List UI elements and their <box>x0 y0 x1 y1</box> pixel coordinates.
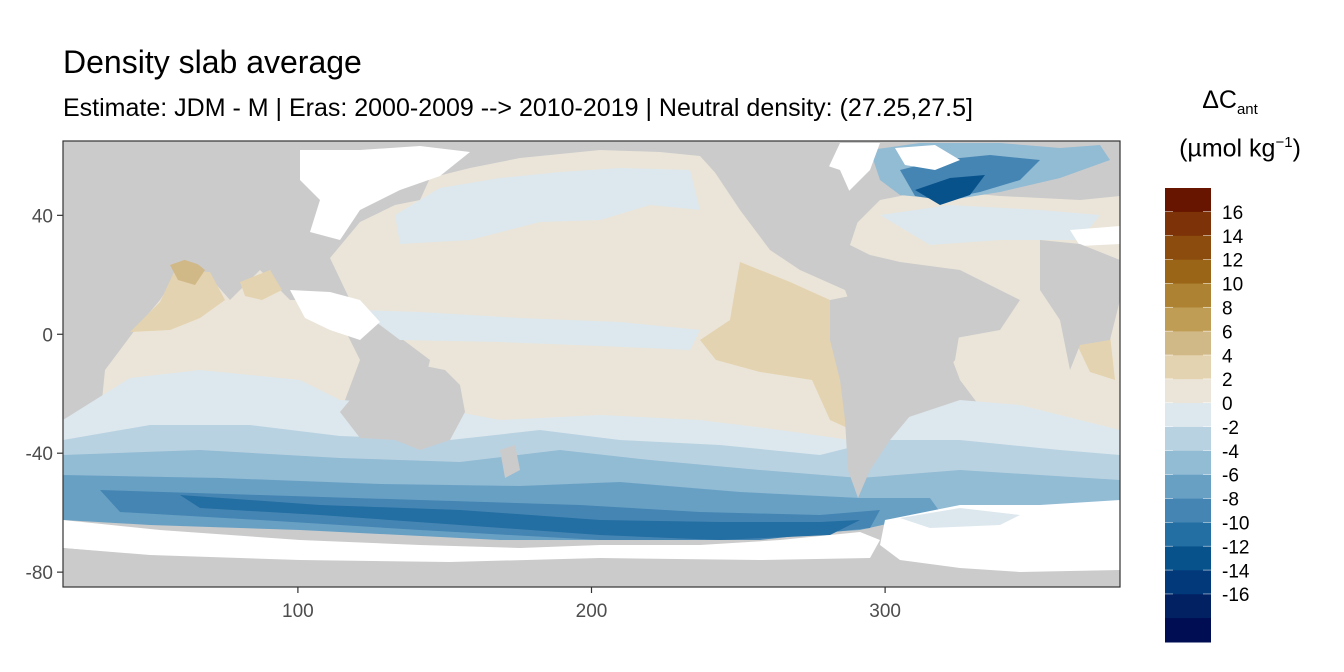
legend-swatch <box>1165 235 1211 261</box>
legend-swatch <box>1165 426 1211 452</box>
legend-swatch <box>1165 474 1211 500</box>
land-antarctica <box>63 548 1120 587</box>
legend-swatch <box>1165 355 1211 380</box>
ocean-neg2-northatlantic <box>880 205 1100 245</box>
legend-unit-sup: −1 <box>1275 134 1293 151</box>
legend-swatch <box>1165 570 1211 595</box>
legend-swatch <box>1165 283 1211 308</box>
legend-label: 6 <box>1222 322 1233 343</box>
plot-title: Density slab average <box>63 44 362 80</box>
y-tick-label: -40 <box>26 444 53 465</box>
land-south-america <box>830 290 960 498</box>
land-asia <box>63 141 300 278</box>
nodata-antarctic-shelf <box>63 520 880 562</box>
land-new-zealand <box>500 445 520 478</box>
ocean-positive-eastpacific <box>700 262 852 430</box>
legend-label: -4 <box>1222 442 1239 463</box>
x-tick-label: 300 <box>869 601 901 622</box>
ocean-labrador-dark <box>915 175 985 205</box>
legend-swatch <box>1165 331 1211 356</box>
nodata-greenland-gap <box>895 145 960 170</box>
legend-swatch <box>1165 188 1211 213</box>
legend-label: 14 <box>1222 227 1244 248</box>
ocean-neg2-equatorial <box>360 310 700 350</box>
y-tick-label: 40 <box>32 206 53 227</box>
legend-label: 4 <box>1222 346 1233 367</box>
ocean-positive-arabian <box>130 270 225 332</box>
ocean-positive-gulf <box>170 258 205 285</box>
legend-label: -16 <box>1222 585 1249 606</box>
legend-label: -10 <box>1222 514 1249 535</box>
legend-label: 16 <box>1222 203 1243 224</box>
ocean-weddell-light <box>900 508 1020 528</box>
legend-label: 10 <box>1222 275 1243 296</box>
y-tick-label: 0 <box>42 325 53 346</box>
legend-label: -8 <box>1222 490 1239 511</box>
legend-swatch <box>1165 522 1211 547</box>
legend-label: -12 <box>1222 537 1249 558</box>
legend-label: 8 <box>1222 298 1233 319</box>
legend-swatch <box>1165 498 1211 524</box>
nodata-mediterranean <box>1070 226 1120 246</box>
legend-symbol-sub: ant <box>1236 101 1258 118</box>
x-tick-label: 100 <box>282 601 314 622</box>
land-australia <box>340 365 465 450</box>
legend-swatch <box>1165 211 1211 237</box>
land-north-america <box>700 150 860 270</box>
legend-swatch <box>1165 259 1211 285</box>
ocean-positive-bengal <box>240 270 282 300</box>
legend-swatch <box>1165 379 1211 404</box>
legend-label: 0 <box>1222 394 1233 415</box>
plot-subtitle: Estimate: JDM - M | Eras: 2000-2009 --> … <box>63 94 973 122</box>
legend-swatch <box>1165 594 1211 619</box>
legend-label: 2 <box>1222 370 1233 391</box>
legend-symbol: ΔC <box>1202 86 1237 114</box>
y-tick-label: -80 <box>26 563 53 584</box>
nodata-north-asia <box>300 146 470 240</box>
legend-unit-open: (µmol kg <box>1179 134 1276 163</box>
legend-title-unit: (µmol kg−1) <box>1150 134 1330 163</box>
legend-label: -2 <box>1222 418 1239 439</box>
legend-swatch <box>1165 618 1211 643</box>
legend-label: -6 <box>1222 466 1239 487</box>
legend-title-symbol: ΔCant <box>1160 86 1300 118</box>
legend-label: -14 <box>1222 561 1250 582</box>
legend-swatch <box>1165 546 1211 571</box>
legend-swatch <box>1165 450 1211 476</box>
legend-swatch <box>1165 307 1211 332</box>
ocean-neg2-northpacific <box>395 168 700 244</box>
nodata-east-indies <box>290 290 380 340</box>
ocean-neg12-south <box>180 495 860 540</box>
legend-unit-close: ) <box>1292 134 1301 163</box>
legend-label: 12 <box>1222 251 1243 272</box>
legend-swatch <box>1165 403 1211 428</box>
x-tick-label: 200 <box>576 601 608 622</box>
land-africa <box>1040 240 1120 370</box>
